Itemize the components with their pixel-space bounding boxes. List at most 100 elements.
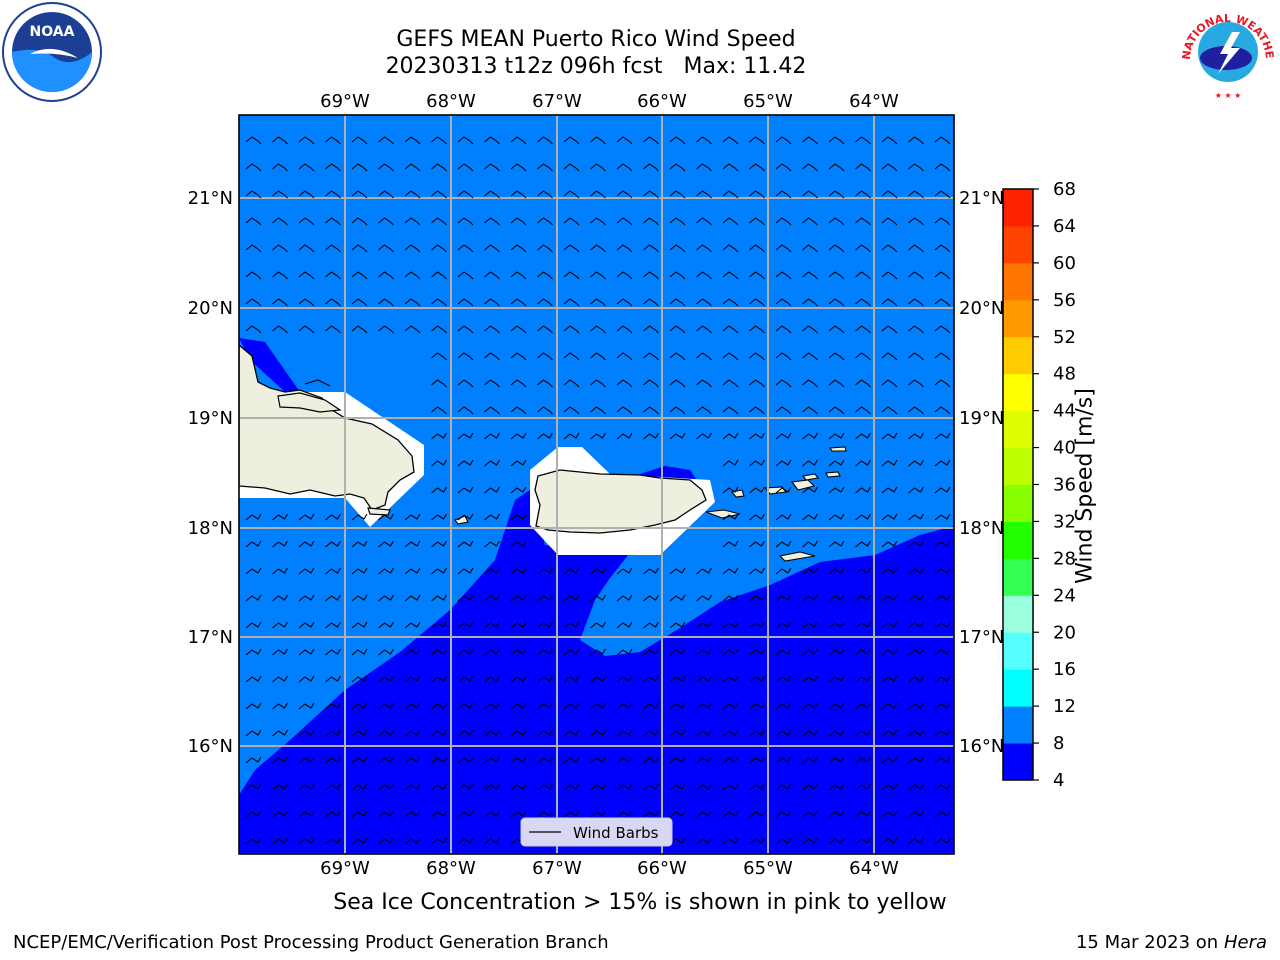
wind-barb [298,190,315,199]
wind-barb [669,432,686,440]
wind-barb [643,406,659,415]
colorbar-tick-label: 68 [1053,179,1076,200]
wind-barb [908,540,924,548]
wind-barb [484,513,500,521]
wind-barb [749,352,765,361]
wind-barb [590,298,606,307]
wind-barb [404,136,421,145]
wind-barb [325,783,341,791]
wind-barb [457,325,474,334]
wind-barb [245,163,262,172]
wind-barb [457,594,474,602]
wind-barb [696,648,712,656]
wind-barb [563,325,580,334]
wind-barb [378,217,394,226]
colorbar-segment [1003,706,1033,744]
wind-barb [828,729,845,737]
colorbar-segment [1003,373,1033,412]
wind-barb [669,190,686,199]
wind-barb [431,298,447,307]
wind-barb [590,244,606,253]
noaa-logo-text: NOAA [30,24,75,40]
wind-barb [696,244,712,253]
svg-text:★ ★ ★: ★ ★ ★ [1215,91,1242,100]
footer-host: Hera [1223,932,1267,953]
wind-barb [908,594,924,602]
wind-barb [298,783,315,791]
wind-barb [510,621,527,629]
wind-barb [298,810,315,818]
wind-barb [881,756,898,764]
wind-barb [881,379,898,388]
wind-barb [855,298,871,307]
wind-barb [378,648,394,656]
wind-barb [669,406,686,415]
saona-island [367,507,391,516]
wind-barb [484,675,500,683]
wind-barb [590,702,606,710]
wind-barb [881,163,898,172]
wind-barb [828,810,845,818]
wind-barb [510,325,527,334]
wind-barb [881,567,898,575]
wind-barb [881,271,898,280]
wind-barb [431,432,447,440]
wind-barb [802,783,818,791]
max-value: Max: 11.42 [683,54,807,79]
wind-barb [722,675,739,683]
wind-barb [590,379,606,388]
wind-barb [590,352,606,361]
wind-barb [696,406,712,415]
wind-barb [855,325,871,334]
wind-barb [351,783,368,791]
wind-barb [934,810,951,818]
wind-barb [378,190,394,199]
wind-barb [484,810,500,818]
map-frame [238,114,955,855]
wind-barb [510,675,527,683]
wind-barb [908,675,924,683]
wind-barb [934,244,951,253]
wind-barb [298,648,315,656]
noaa-logo: NOAA [2,2,102,102]
wind-barb [908,837,924,845]
wind-barb [643,352,659,361]
wind-barb [298,217,315,226]
wind-barb [431,271,447,280]
wind-barb [802,702,818,710]
sea-ice-note: Sea Ice Concentration > 15% is shown in … [333,890,947,915]
wind-barb [908,136,924,145]
wind-barb [245,783,262,791]
wind-barb [378,567,394,575]
wind-barb [563,675,580,683]
wind-barb [616,298,633,307]
wind-barb [643,756,659,764]
wind-barb [828,540,845,548]
wind-barb [828,837,845,845]
wind-barb [908,648,924,656]
wind-barb [378,594,394,602]
wind-barb [722,594,739,602]
wind-barb [828,163,845,172]
wind-barb [643,432,659,440]
wind-barb [404,513,421,521]
wind-barb [775,352,792,361]
wind-barb [510,513,527,521]
wind-barb [749,513,765,521]
wind-barb [669,325,686,334]
wind-barb [669,729,686,737]
wind-barb [855,567,871,575]
wind-barb [563,406,580,415]
wind-barb [775,271,792,280]
wind-barb [643,621,659,629]
wind-barb [855,190,871,199]
wind-barb [775,675,792,683]
wind-barb [616,271,633,280]
wind-barb [722,136,739,145]
wind-barb [669,621,686,629]
wind-barb [722,783,739,791]
wind-barb [802,648,818,656]
wind-barb [484,729,500,737]
wind-barb [934,486,951,494]
wind-barb [616,675,633,683]
